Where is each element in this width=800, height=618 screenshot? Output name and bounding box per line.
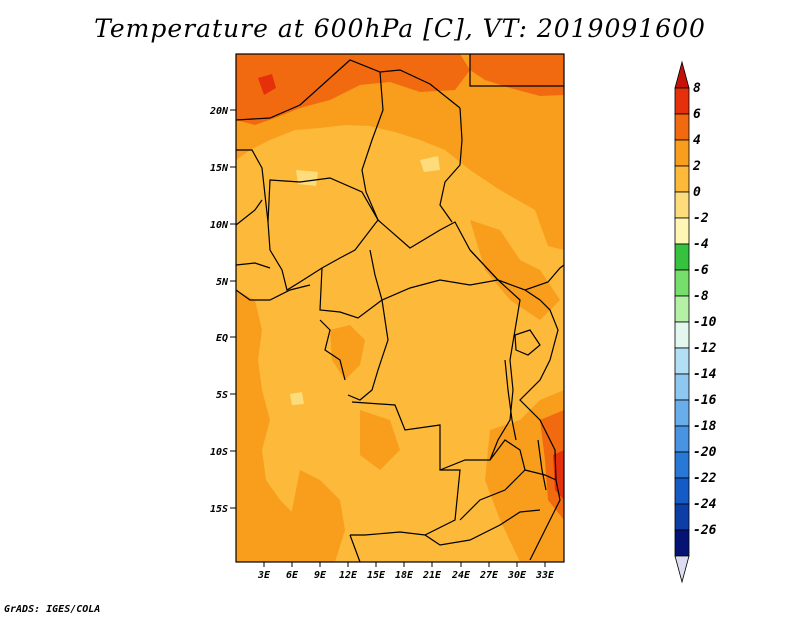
border-libya-egypt — [469, 54, 564, 87]
field-central-blob — [330, 325, 365, 380]
colorbar-segment — [674, 503, 690, 531]
lat-label: EQ — [216, 333, 228, 344]
colorbar-label: -12 — [693, 341, 717, 356]
border-sudan-south — [469, 249, 564, 291]
lat-label: 20N — [209, 106, 229, 117]
colorbar-segment — [674, 87, 690, 115]
lake-tanganyika — [504, 359, 517, 441]
border-mozambique — [524, 469, 561, 561]
colorbar-label: -10 — [693, 315, 717, 330]
colorbar-segment — [674, 399, 690, 427]
colorbar-label: -8 — [693, 289, 709, 304]
colorbar-segment — [674, 217, 690, 245]
colorbar-segment — [674, 529, 690, 557]
colorbar-label: -14 — [693, 367, 717, 382]
field-sw-inner — [290, 470, 345, 562]
lon-label: 18E — [395, 570, 414, 581]
colorbar-segment — [674, 425, 690, 453]
lon-axis — [263, 562, 546, 567]
border-namibia — [349, 509, 541, 562]
border-congo-drc — [347, 299, 389, 401]
lon-label: 6E — [286, 570, 299, 581]
lat-label: 5S — [216, 390, 228, 401]
colorbar-segment — [674, 139, 690, 167]
lon-label: 24E — [451, 570, 471, 581]
border-zambia — [439, 439, 526, 521]
colorbar-segment — [674, 373, 690, 401]
border-car — [369, 219, 500, 301]
field-cool-spot-2 — [296, 170, 318, 186]
border-west-africa — [236, 149, 271, 269]
lon-label: 27E — [479, 570, 499, 581]
lake-malawi — [537, 439, 547, 491]
country-borders — [236, 54, 564, 562]
lat-label: 15S — [210, 504, 228, 515]
lat-label: 15N — [210, 163, 229, 174]
credit-text: GrADS: IGES/COLA — [4, 604, 101, 615]
colorbar-label: -4 — [693, 237, 709, 252]
lon-label: 30E — [507, 570, 527, 581]
colorbar-label: -20 — [693, 445, 717, 460]
field-cool-spot-3 — [290, 392, 304, 405]
colorbar-label: -18 — [693, 419, 717, 434]
lon-label: 33E — [535, 570, 555, 581]
border-east-africa — [519, 289, 559, 481]
colorbar-segment — [674, 451, 690, 479]
lon-label: 12E — [339, 570, 358, 581]
colorbar-label: -24 — [693, 497, 717, 512]
lat-label: 10N — [210, 220, 229, 231]
map-frame — [235, 53, 565, 563]
temperature-field — [236, 54, 564, 562]
colorbar-label: -2 — [693, 211, 709, 226]
colorbar-segment — [674, 191, 690, 219]
colorbar-label: 2 — [692, 159, 701, 174]
lon-label: 3E — [257, 570, 271, 581]
border-nigeria — [267, 177, 379, 291]
lon-label: 9E — [314, 570, 327, 581]
field-cool-spot-1 — [420, 156, 440, 172]
border-angola — [350, 401, 461, 536]
colorbar: 8 6 4 2 0 -2 -4 -6 -8 -10 -12 -14 -16 -18 -20 -22 -24 -26 — [674, 60, 717, 584]
border-chad-sudan — [439, 107, 463, 223]
colorbar-bottom-triangle — [674, 555, 690, 584]
lat-labels: 20N 15N 10N 5N EQ 5S 10S 15S — [209, 106, 229, 515]
border-niger-chad — [361, 71, 384, 221]
colorbar-label: 4 — [693, 133, 701, 148]
lake-victoria — [514, 329, 541, 356]
border-sahara-north — [236, 59, 461, 121]
colorbar-label: 8 — [693, 81, 701, 96]
lon-label: 21E — [422, 570, 442, 581]
colorbar-label: -16 — [693, 393, 717, 408]
colorbar-label: -6 — [693, 263, 709, 278]
field-hot-spot-west — [258, 74, 276, 95]
border-cameroon-gabon — [319, 267, 383, 381]
colorbar-label: 6 — [693, 107, 701, 122]
lon-label: 15E — [367, 570, 386, 581]
colorbar-segment — [674, 269, 690, 297]
colorbar-segment — [674, 113, 690, 141]
field-east-mid — [470, 220, 560, 320]
colorbar-segment — [674, 477, 690, 505]
field-west-coast — [236, 290, 330, 562]
coast-gulf-guinea — [236, 284, 311, 301]
colorbar-segment — [674, 347, 690, 375]
chart-title: Temperature at 600hPa [C], VT: 201909160… — [94, 14, 706, 43]
border-drc-east — [489, 279, 521, 461]
colorbar-top-triangle — [674, 60, 690, 89]
colorbar-segment — [674, 321, 690, 349]
field-south-central — [360, 410, 400, 470]
lat-label: 5N — [216, 277, 229, 288]
colorbar-label: 0 — [693, 185, 701, 200]
colorbar-label: -22 — [693, 471, 717, 486]
colorbar-label: -26 — [693, 523, 717, 538]
colorbar-segment — [674, 295, 690, 323]
lat-label: 10S — [210, 447, 228, 458]
colorbar-segment — [674, 165, 690, 193]
lon-labels: 3E 6E 9E 12E 15E 18E 21E 24E 27E 30E 33E — [257, 570, 555, 581]
colorbar-segment — [674, 243, 690, 271]
lat-axis — [230, 109, 236, 509]
